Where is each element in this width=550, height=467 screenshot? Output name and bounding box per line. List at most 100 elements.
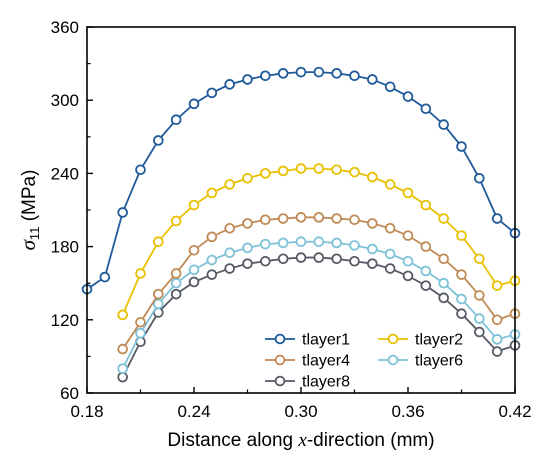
data-point-tlayer1 (349, 70, 360, 82)
data-point-tlayer6 (313, 236, 325, 248)
data-point-tlayer2 (349, 166, 360, 178)
data-point-tlayer6 (402, 255, 414, 267)
data-point-tlayer4 (349, 214, 360, 226)
data-point-tlayer1 (438, 119, 449, 130)
data-point-tlayer1 (277, 68, 289, 79)
legend-label: tlayer2 (415, 332, 463, 349)
data-point-tlayer6 (474, 313, 485, 324)
series-tlayer8 (117, 252, 521, 383)
data-point-tlayer6 (331, 237, 342, 249)
x-axis-label: Distance along x-direction (mm) (167, 430, 434, 451)
y-axis-label: σ11 (MPa) (16, 170, 42, 251)
x-tick-label: 0.36 (391, 402, 424, 421)
data-point-tlayer6 (224, 247, 235, 259)
legend-label: tlayer8 (302, 374, 350, 391)
data-point-tlayer4 (384, 223, 396, 234)
data-point-tlayer1 (331, 68, 342, 79)
data-point-tlayer2 (117, 309, 128, 321)
data-point-tlayer6 (153, 298, 164, 310)
data-point-tlayer8 (349, 255, 360, 267)
data-point-tlayer1 (420, 103, 432, 115)
data-point-tlayer4 (242, 218, 253, 229)
data-point-tlayer4 (206, 231, 218, 243)
x-tick-label: 0.42 (498, 402, 531, 421)
x-tick-label: 0.18 (70, 402, 103, 421)
y-tick-label: 120 (51, 311, 79, 330)
y-tick-label: 360 (51, 18, 79, 37)
data-point-tlayer4 (135, 316, 146, 328)
data-point-tlayer8 (331, 253, 342, 265)
data-point-tlayer2 (367, 171, 378, 183)
data-point-tlayer8 (313, 252, 325, 263)
data-point-tlayer8 (206, 269, 218, 280)
x-tick-label: 0.30 (284, 402, 317, 421)
data-point-tlayer1 (313, 66, 325, 78)
data-point-tlayer2 (456, 230, 467, 241)
data-point-tlayer8 (474, 326, 485, 338)
data-point-tlayer1 (153, 135, 164, 146)
data-point-tlayer4 (331, 213, 342, 224)
data-point-tlayer1 (188, 98, 200, 110)
data-point-tlayer1 (99, 271, 111, 283)
series-tlayer1 (81, 66, 521, 295)
legend-marker (274, 375, 286, 387)
data-point-tlayer2 (277, 165, 289, 177)
legend-item-tlayer1: tlayer1 (265, 332, 350, 349)
data-point-tlayer8 (188, 276, 200, 288)
legend: tlayer1 tlayer2 tlayer4 tlayer6 tlayer8 (265, 332, 463, 391)
data-point-tlayer2 (135, 268, 146, 279)
data-point-tlayer4 (117, 343, 128, 355)
data-point-tlayer2 (188, 199, 200, 211)
data-point-tlayer2 (402, 187, 414, 199)
data-point-tlayer2 (384, 179, 396, 190)
data-point-tlayer4 (456, 269, 467, 280)
data-point-tlayer6 (188, 264, 200, 276)
data-point-tlayer4 (224, 223, 235, 234)
data-point-tlayer2 (260, 168, 271, 179)
legend-item-tlayer2: tlayer2 (378, 332, 463, 349)
data-point-tlayer4 (260, 214, 271, 226)
data-point-tlayer4 (491, 314, 503, 326)
data-point-tlayer1 (117, 207, 128, 218)
data-point-tlayer4 (474, 290, 485, 301)
data-point-tlayer1 (474, 172, 485, 184)
data-point-tlayer2 (438, 213, 449, 224)
data-point-tlayer8 (420, 280, 432, 291)
data-point-tlayer2 (474, 253, 485, 265)
data-point-tlayer6 (277, 237, 289, 249)
legend-marker (274, 354, 286, 366)
data-point-tlayer4 (277, 213, 289, 224)
data-point-tlayer1 (224, 79, 235, 90)
data-point-tlayer4 (188, 244, 200, 256)
data-point-tlayer8 (170, 288, 182, 300)
data-point-tlayer8 (438, 292, 449, 304)
data-point-tlayer4 (367, 218, 378, 229)
data-point-tlayer4 (153, 288, 164, 300)
data-point-tlayer2 (153, 236, 164, 248)
legend-item-tlayer4: tlayer4 (265, 353, 350, 370)
data-point-tlayer2 (295, 163, 307, 174)
data-point-tlayer6 (117, 363, 128, 374)
data-point-tlayer1 (260, 70, 271, 82)
data-point-tlayer1 (206, 87, 218, 99)
data-point-tlayer6 (491, 334, 503, 345)
data-point-tlayer6 (349, 240, 360, 251)
legend-label: tlayer6 (415, 353, 463, 370)
series-tlayer6 (117, 236, 521, 374)
legend-item-tlayer8: tlayer8 (265, 374, 350, 391)
data-point-tlayer4 (438, 253, 449, 265)
legend-label: tlayer1 (302, 332, 350, 349)
data-point-tlayer4 (295, 212, 307, 223)
data-point-tlayer4 (313, 212, 325, 223)
data-point-tlayer1 (242, 74, 253, 85)
data-point-tlayer6 (206, 254, 218, 266)
data-point-tlayer1 (456, 141, 467, 152)
y-tick-label: 180 (51, 238, 79, 257)
data-point-tlayer2 (242, 172, 253, 184)
data-point-tlayer1 (170, 114, 182, 126)
data-point-tlayer1 (135, 164, 146, 176)
data-point-tlayer8 (260, 255, 271, 267)
data-point-tlayer1 (367, 74, 378, 85)
